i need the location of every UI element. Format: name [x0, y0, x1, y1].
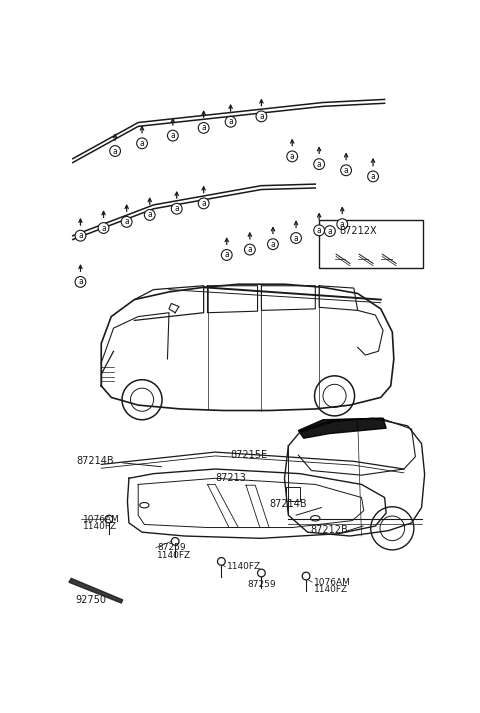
Text: 1140FZ: 1140FZ	[83, 522, 117, 531]
Text: a: a	[259, 112, 264, 121]
Text: a: a	[248, 245, 252, 254]
Circle shape	[168, 130, 178, 141]
Text: 87214B: 87214B	[269, 498, 307, 508]
Polygon shape	[69, 578, 123, 603]
Circle shape	[287, 151, 298, 162]
Circle shape	[75, 230, 86, 241]
Circle shape	[258, 569, 265, 577]
Text: 92750: 92750	[75, 595, 106, 605]
Circle shape	[314, 225, 324, 236]
Circle shape	[324, 226, 336, 237]
Text: a: a	[340, 220, 345, 229]
Circle shape	[98, 222, 109, 233]
Circle shape	[302, 573, 310, 580]
Text: a: a	[327, 227, 332, 235]
Circle shape	[144, 210, 155, 220]
Circle shape	[225, 116, 236, 127]
Circle shape	[198, 123, 209, 133]
Circle shape	[137, 138, 147, 149]
Circle shape	[337, 219, 348, 230]
Text: a: a	[201, 199, 206, 208]
Text: 87212B: 87212B	[310, 525, 348, 535]
Text: a: a	[294, 234, 299, 242]
Text: a: a	[140, 139, 144, 148]
Text: 1140FZ: 1140FZ	[227, 563, 261, 571]
Circle shape	[217, 558, 225, 565]
Text: 1076AM: 1076AM	[314, 578, 350, 587]
Circle shape	[267, 239, 278, 250]
Text: 87213: 87213	[215, 473, 246, 483]
Polygon shape	[299, 419, 386, 438]
Circle shape	[341, 165, 351, 175]
Text: 87214B: 87214B	[77, 456, 114, 466]
Text: a: a	[170, 131, 175, 140]
Text: 87212X: 87212X	[339, 226, 377, 236]
Text: 1140FZ: 1140FZ	[157, 550, 192, 560]
Text: a: a	[344, 165, 348, 175]
Text: a: a	[113, 146, 118, 155]
Text: a: a	[290, 152, 295, 161]
Text: a: a	[228, 117, 233, 126]
Text: a: a	[174, 204, 179, 213]
Circle shape	[256, 111, 267, 122]
Text: a: a	[124, 217, 129, 226]
Circle shape	[221, 250, 232, 260]
Text: 87259: 87259	[157, 543, 186, 552]
Text: 1140FZ: 1140FZ	[314, 585, 348, 595]
Text: a: a	[224, 250, 229, 260]
Bar	[319, 220, 423, 268]
Circle shape	[198, 198, 209, 209]
Bar	[286, 488, 300, 501]
Text: a: a	[317, 160, 322, 168]
Text: a: a	[201, 123, 206, 133]
Text: 87215E: 87215E	[230, 450, 268, 460]
Circle shape	[171, 538, 179, 545]
Text: a: a	[78, 231, 83, 240]
Text: a: a	[271, 240, 276, 249]
Text: a: a	[78, 277, 83, 287]
Circle shape	[105, 515, 113, 523]
Text: a: a	[371, 172, 375, 181]
Circle shape	[110, 145, 120, 156]
Circle shape	[121, 217, 132, 227]
Circle shape	[314, 159, 324, 170]
Text: a: a	[317, 226, 322, 235]
Text: 87259: 87259	[247, 580, 276, 589]
Circle shape	[171, 203, 182, 214]
Text: a: a	[147, 210, 152, 220]
Circle shape	[244, 244, 255, 255]
Text: 1076AM: 1076AM	[83, 515, 120, 523]
Circle shape	[368, 171, 378, 182]
Circle shape	[291, 232, 301, 243]
Circle shape	[75, 277, 86, 287]
Text: a: a	[101, 223, 106, 232]
